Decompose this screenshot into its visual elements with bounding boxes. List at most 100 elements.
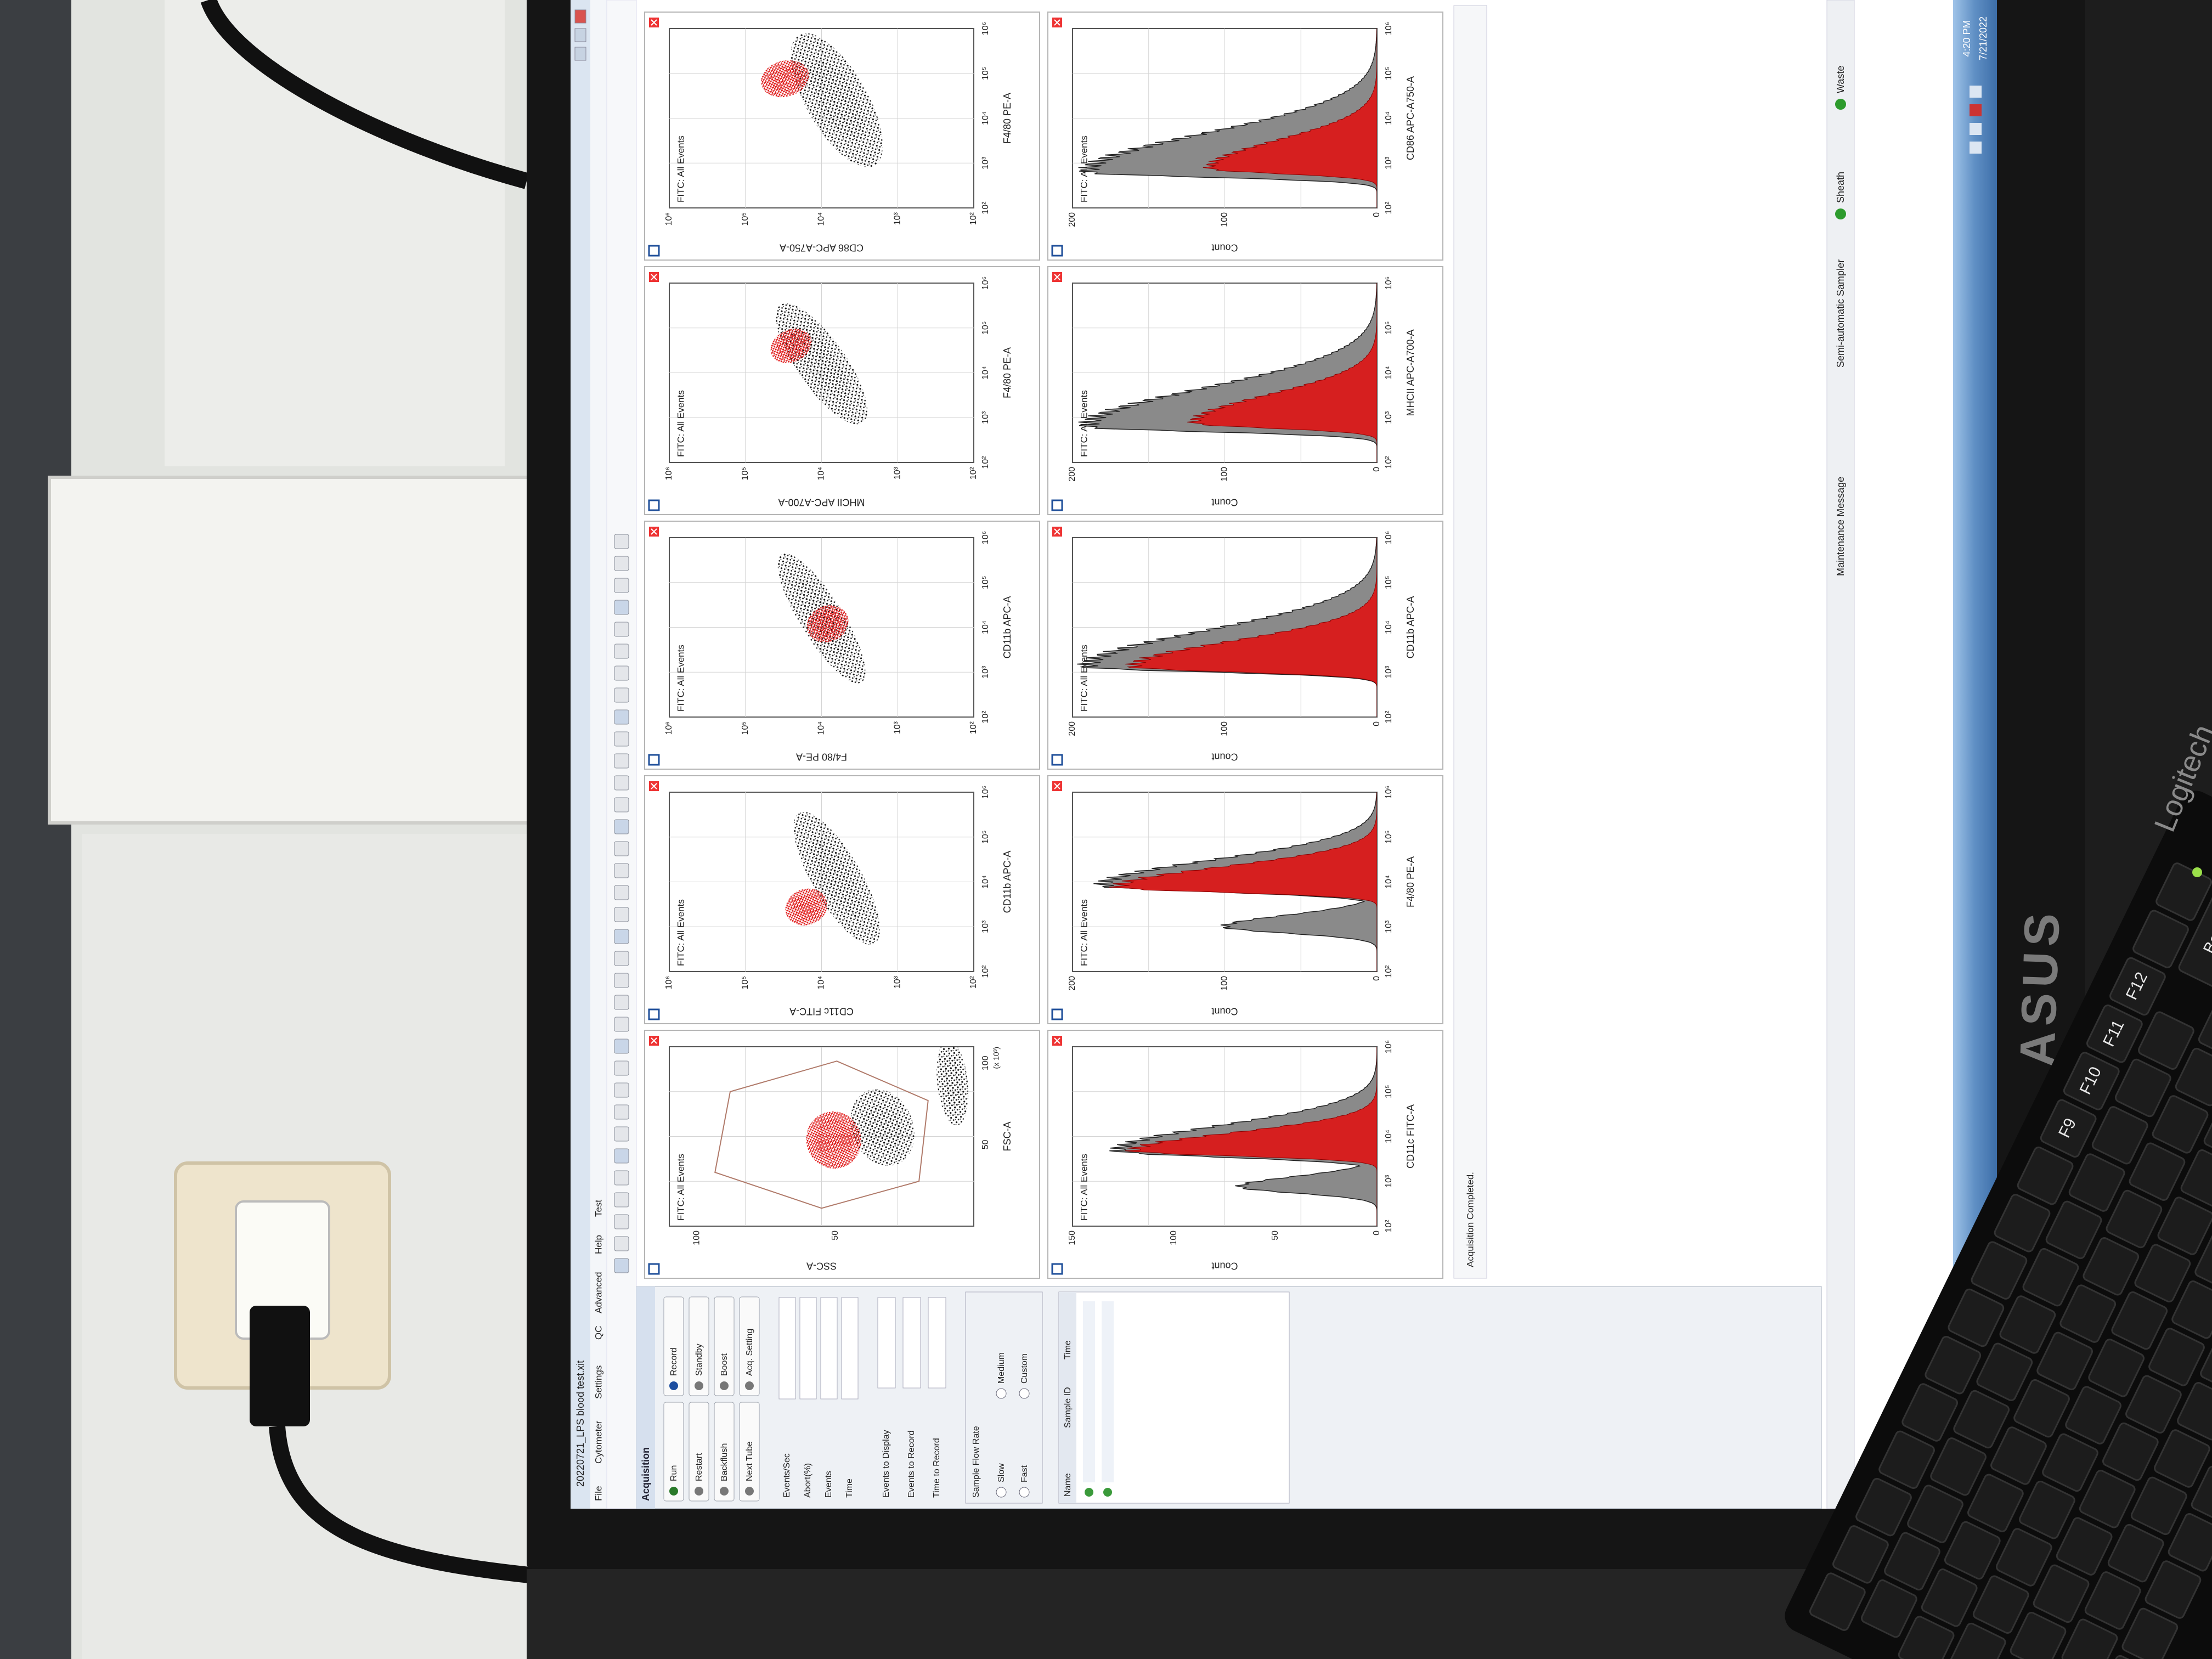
toolbar-icon[interactable] (614, 819, 629, 834)
acquisition-button[interactable] (714, 1402, 735, 1502)
toolbar-icon[interactable] (614, 1126, 629, 1142)
toolbar-icon[interactable] (614, 973, 629, 988)
toolbar-icon[interactable] (614, 1104, 629, 1120)
toolbar-icon[interactable] (614, 1170, 629, 1186)
key[interactable] (2171, 1280, 2212, 1340)
toolbar-icon[interactable] (614, 863, 629, 878)
setting-field[interactable] (928, 1297, 946, 1389)
key[interactable] (1944, 1521, 2001, 1581)
key[interactable] (2137, 1011, 2195, 1070)
toolbar-icon[interactable] (614, 929, 629, 944)
toolbar-icon[interactable] (614, 556, 629, 571)
plot-menu-icon[interactable] (1051, 1008, 1063, 1020)
radio-button[interactable] (996, 1487, 1007, 1498)
toolbar-icon[interactable] (614, 1039, 629, 1054)
key[interactable] (1970, 1240, 2028, 1300)
key[interactable] (2114, 1058, 2172, 1118)
key[interactable] (2084, 1571, 2142, 1630)
toolbar-icon[interactable] (614, 1236, 629, 1251)
toolbar-icon[interactable] (614, 1258, 629, 1273)
key[interactable] (2128, 1142, 2186, 1201)
key[interactable] (1947, 1288, 2005, 1348)
key[interactable] (2061, 1618, 2118, 1659)
key[interactable] (2045, 1200, 2102, 1260)
toolbar-icon[interactable] (614, 731, 629, 747)
key[interactable] (2032, 1564, 2090, 1624)
key[interactable] (2018, 1480, 2076, 1540)
key[interactable] (2125, 1374, 2182, 1434)
plot-menu-icon[interactable] (648, 499, 660, 511)
key[interactable] (2087, 1338, 2145, 1398)
key[interactable] (2198, 1000, 2212, 1059)
key[interactable] (2041, 1433, 2099, 1493)
toolbar-icon[interactable] (614, 1192, 629, 1207)
key[interactable] (2194, 1233, 2212, 1293)
key[interactable] (1921, 1568, 1978, 1628)
key[interactable] (2157, 1196, 2212, 1256)
menu-item[interactable]: Settings (593, 1365, 603, 1399)
key[interactable] (1993, 1193, 2051, 1253)
key[interactable] (2091, 1105, 2149, 1165)
toolbar-icon[interactable] (614, 907, 629, 922)
key[interactable] (2153, 1429, 2211, 1488)
key[interactable] (2086, 1004, 2143, 1064)
toolbar-icon[interactable] (614, 709, 629, 725)
key[interactable] (2132, 909, 2190, 969)
key[interactable] (2191, 1465, 2212, 1525)
plot-menu-icon[interactable] (648, 1263, 660, 1275)
key[interactable] (2017, 1146, 2074, 1206)
key[interactable] (1976, 1342, 2033, 1402)
setting-field[interactable] (902, 1297, 921, 1389)
menu-item[interactable]: Advanced (593, 1272, 603, 1313)
key[interactable] (2056, 1516, 2113, 1576)
acquisition-button[interactable] (663, 1402, 684, 1502)
acquisition-button[interactable] (739, 1296, 760, 1396)
toolbar-icon[interactable] (614, 885, 629, 900)
toolbar-icon[interactable] (614, 951, 629, 966)
toolbar-icon[interactable] (614, 775, 629, 791)
key[interactable] (1860, 1579, 1918, 1639)
key[interactable] (1924, 1335, 1982, 1395)
menu-item[interactable]: Cytometer (593, 1420, 603, 1464)
toolbar-icon[interactable] (614, 1214, 629, 1229)
key[interactable] (1855, 1477, 1912, 1537)
key[interactable] (1906, 1484, 1964, 1544)
key[interactable] (1929, 1437, 1987, 1497)
toolbar-icon[interactable] (614, 622, 629, 637)
acquisition-button[interactable] (739, 1402, 760, 1502)
key[interactable] (2063, 1051, 2120, 1111)
window-control[interactable] (574, 9, 586, 24)
radio-button[interactable] (1019, 1388, 1030, 1399)
key[interactable] (2176, 1381, 2212, 1441)
acquisition-button[interactable] (689, 1296, 709, 1396)
key[interactable] (2082, 1237, 2140, 1296)
key[interactable] (1990, 1426, 2047, 1486)
key[interactable] (2107, 1523, 2165, 1583)
key[interactable] (2144, 1560, 2202, 1620)
key[interactable] (2013, 1379, 2070, 1438)
toolbar-icon[interactable] (614, 1082, 629, 1098)
toolbar-icon[interactable] (614, 665, 629, 681)
toolbar-icon[interactable] (614, 1060, 629, 1076)
menu-item[interactable]: Test (593, 1200, 603, 1217)
key[interactable] (2102, 1422, 2159, 1482)
plot-menu-icon[interactable] (648, 1008, 660, 1020)
toolbar-icon[interactable] (614, 600, 629, 615)
key[interactable] (1995, 1527, 2053, 1587)
key[interactable] (2022, 1248, 2079, 1307)
toolbar-icon[interactable] (614, 534, 629, 549)
acquisition-button[interactable] (689, 1402, 709, 1502)
menu-item[interactable]: QC (593, 1326, 603, 1340)
menu-item[interactable]: Help (593, 1235, 603, 1254)
plot-menu-icon[interactable] (1051, 499, 1063, 511)
key[interactable] (2105, 1189, 2163, 1249)
key[interactable] (2009, 1611, 2067, 1659)
acquisition-button[interactable] (663, 1296, 684, 1396)
plot-menu-icon[interactable] (648, 754, 660, 766)
toolbar-icon[interactable] (614, 578, 629, 593)
toolbar-icon[interactable] (614, 753, 629, 769)
key[interactable] (2059, 1284, 2117, 1344)
key[interactable] (1878, 1430, 1936, 1489)
acquisition-button[interactable] (714, 1296, 735, 1396)
key[interactable] (2111, 1291, 2168, 1351)
